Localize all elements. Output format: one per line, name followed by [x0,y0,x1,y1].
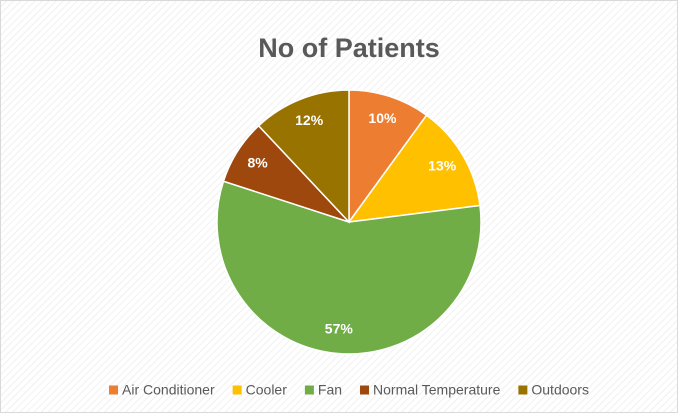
pie-slice [216,180,482,355]
chart-title: No of Patients [258,33,440,63]
legend-swatch [232,385,242,395]
legend-swatch [518,385,528,395]
data-label: 57% [325,320,354,336]
pie-slice [348,89,428,225]
data-label: 8% [247,155,268,171]
legend-label: Normal Temperature [373,382,501,398]
legend-label: Outdoors [531,382,589,398]
data-label: 12% [295,112,324,128]
data-label: 10% [368,110,397,126]
legend-label: Air Conditioner [122,382,215,398]
legend-label: Fan [318,382,342,398]
legend-swatch [304,385,314,395]
legend-swatch [360,385,370,395]
pie-slice [347,114,481,223]
legend-swatch [109,385,119,395]
pie: 10% 13% 57% 8% 12% [216,89,482,355]
pie-slice [257,89,350,224]
legend: Air Conditioner Cooler Fan Normal Temperatu… [109,382,589,398]
data-label: 13% [428,158,457,174]
legend-label: Cooler [246,382,288,398]
